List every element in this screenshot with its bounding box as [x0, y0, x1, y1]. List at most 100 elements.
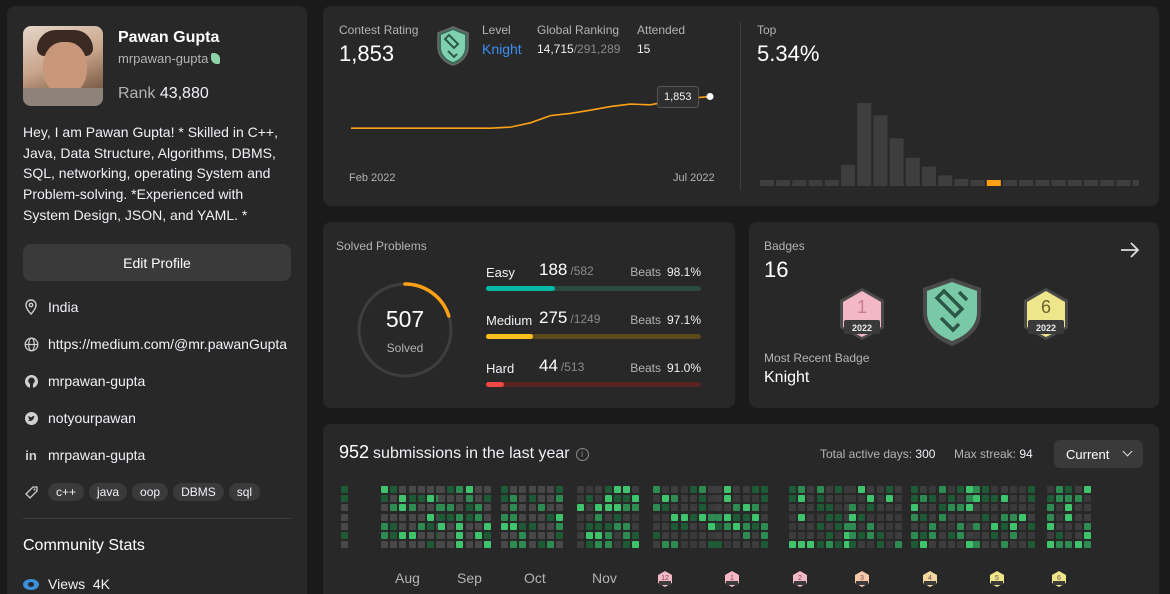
heatmap-cell[interactable] [991, 541, 999, 549]
heatmap-cell[interactable] [1000, 513, 1008, 521]
heatmap-cell[interactable] [835, 495, 842, 503]
edit-profile-button[interactable]: Edit Profile [23, 244, 291, 281]
monthly-badge-icon[interactable]: 6 2022 [1021, 286, 1071, 342]
heatmap-cell[interactable] [1056, 495, 1064, 503]
heatmap-cell[interactable] [1074, 504, 1082, 512]
heatmap-cell[interactable] [438, 486, 445, 493]
heatmap-cell[interactable] [623, 486, 630, 493]
heatmap-cell[interactable] [613, 541, 621, 549]
heatmap-cell[interactable] [632, 532, 640, 539]
heatmap-cell[interactable] [390, 486, 398, 493]
heatmap-cell[interactable] [1028, 541, 1036, 549]
heatmap-cell[interactable] [1009, 486, 1017, 493]
heatmap-cell[interactable] [966, 541, 974, 549]
heatmap-cell[interactable] [1019, 504, 1026, 512]
heatmap-cell[interactable] [1047, 541, 1054, 549]
heatmap-cell[interactable] [835, 504, 842, 512]
heatmap-cell[interactable] [798, 504, 806, 512]
heatmap-cell[interactable] [341, 495, 348, 503]
arrow-right-icon[interactable] [1119, 240, 1141, 260]
heatmap-cell[interactable] [938, 504, 946, 512]
heatmap-cell[interactable] [938, 541, 946, 549]
heatmap-cell[interactable] [708, 513, 716, 521]
heatmap-cell[interactable] [789, 495, 796, 503]
heatmap-cell[interactable] [1047, 486, 1054, 493]
heatmap-cell[interactable] [528, 513, 536, 521]
heatmap-cell[interactable] [876, 504, 884, 512]
heatmap-cell[interactable] [1074, 522, 1082, 530]
heatmap-cell[interactable] [438, 504, 445, 512]
heatmap-cell[interactable] [885, 495, 893, 503]
heatmap-cell[interactable] [867, 532, 875, 539]
heatmap-cell[interactable] [920, 522, 928, 530]
heatmap-cell[interactable] [390, 522, 398, 530]
heatmap-cell[interactable] [1047, 513, 1054, 521]
heatmap-cell[interactable] [1019, 513, 1026, 521]
heatmap-cell[interactable] [876, 522, 884, 530]
heatmap-cell[interactable] [623, 541, 630, 549]
heatmap-cell[interactable] [510, 504, 518, 512]
heatmap-cell[interactable] [671, 522, 679, 530]
heatmap-cell[interactable] [733, 541, 741, 549]
heatmap-cell[interactable] [1056, 486, 1064, 493]
heatmap-cell[interactable] [613, 495, 621, 503]
heatmap-cell[interactable] [849, 522, 856, 530]
heatmap-cell[interactable] [733, 495, 741, 503]
heatmap-cell[interactable] [742, 532, 750, 539]
heatmap-cell[interactable] [982, 486, 990, 493]
heatmap-cell[interactable] [381, 522, 388, 530]
heatmap-cell[interactable] [982, 495, 990, 503]
heatmap-cell[interactable] [399, 532, 407, 539]
heatmap-cell[interactable] [973, 541, 980, 549]
heatmap-cell[interactable] [1074, 513, 1082, 521]
heatmap-cell[interactable] [447, 532, 455, 539]
heatmap-cell[interactable] [537, 486, 545, 493]
heatmap-cell[interactable] [885, 513, 893, 521]
heatmap-cell[interactable] [680, 504, 688, 512]
heatmap-cell[interactable] [991, 486, 999, 493]
heatmap-cell[interactable] [680, 522, 688, 530]
heatmap-cell[interactable] [1056, 513, 1064, 521]
heatmap-cell[interactable] [417, 522, 425, 530]
heatmap-cell[interactable] [408, 495, 416, 503]
heatmap-cell[interactable] [816, 495, 824, 503]
heatmap-cell[interactable] [938, 513, 946, 521]
heatmap-cell[interactable] [381, 486, 388, 493]
skill-tag[interactable]: java [89, 483, 128, 501]
heatmap-cell[interactable] [825, 513, 833, 521]
heatmap-cell[interactable] [733, 513, 741, 521]
heatmap-cell[interactable] [427, 504, 434, 512]
heatmap-cell[interactable] [586, 486, 594, 493]
heatmap-cell[interactable] [844, 522, 852, 530]
heatmap-cell[interactable] [671, 541, 679, 549]
heatmap-cell[interactable] [761, 541, 768, 549]
heatmap-cell[interactable] [807, 513, 815, 521]
heatmap-cell[interactable] [816, 504, 824, 512]
heatmap-cell[interactable] [399, 486, 407, 493]
heatmap-cell[interactable] [761, 495, 768, 503]
heatmap-cell[interactable] [699, 513, 706, 521]
heatmap-cell[interactable] [858, 495, 866, 503]
heatmap-cell[interactable] [920, 495, 928, 503]
heatmap-cell[interactable] [858, 513, 866, 521]
heatmap-cell[interactable] [519, 522, 527, 530]
heatmap-cell[interactable] [556, 532, 564, 539]
heatmap-cell[interactable] [911, 486, 918, 493]
heatmap-cell[interactable] [835, 513, 842, 521]
heatmap-cell[interactable] [982, 541, 990, 549]
heatmap-cell[interactable] [537, 532, 545, 539]
heatmap-cell[interactable] [911, 495, 918, 503]
heatmap-cell[interactable] [724, 486, 732, 493]
monthly-badge-icon[interactable]: 1 [724, 570, 740, 587]
heatmap-cell[interactable] [1083, 522, 1091, 530]
heatmap-cell[interactable] [742, 541, 750, 549]
heatmap-cell[interactable] [920, 541, 928, 549]
heatmap-cell[interactable] [742, 522, 750, 530]
heatmap-cell[interactable] [556, 522, 564, 530]
heatmap-cell[interactable] [742, 486, 750, 493]
heatmap-cell[interactable] [623, 522, 630, 530]
heatmap-cell[interactable] [427, 532, 434, 539]
heatmap-cell[interactable] [844, 495, 852, 503]
heatmap-cell[interactable] [595, 504, 603, 512]
heatmap-cell[interactable] [689, 532, 697, 539]
